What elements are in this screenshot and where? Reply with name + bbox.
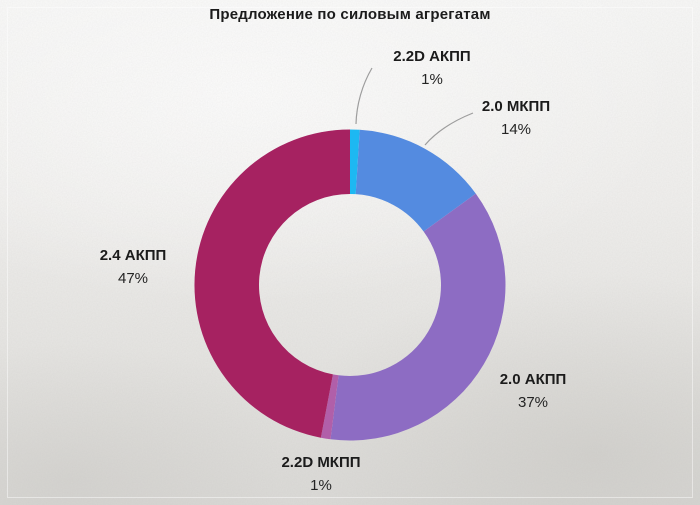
chart-title: Предложение по силовым агрегатам (209, 6, 491, 23)
pie-slice-0 (350, 129, 360, 195)
slice-label-percent: 37% (517, 394, 549, 411)
slice-label-2-2d-akpp: 2.2D АКПП 1% (393, 45, 470, 91)
leader-line-2-2d-akpp (355, 67, 373, 125)
pie-slice-4 (194, 129, 350, 438)
slice-label-2-4-akpp: 2.4 АКПП 47% (100, 244, 167, 290)
slice-label-percent: 14% (500, 121, 532, 138)
slice-label-percent: 47% (117, 270, 149, 287)
slice-label-2-0-akpp: 2.0 АКПП 37% (500, 368, 567, 414)
pie-slice-3 (320, 374, 339, 440)
slice-label-percent: 1% (310, 477, 332, 494)
slice-label-percent: 1% (421, 71, 443, 88)
pie-slice-2 (330, 193, 506, 441)
slice-label-name: 2.2D АКПП (393, 48, 471, 65)
slice-label-name: 2.0 АКПП (499, 371, 567, 388)
slice-label-2-0-mkpp: 2.0 МКПП 14% (482, 95, 550, 141)
slice-label-name: 2.0 МКПП (481, 98, 551, 115)
slice-label-name: 2.4 АКПП (99, 247, 167, 264)
leader-line-2-0-mkpp (424, 112, 474, 146)
slice-label-name: 2.2D МКПП (281, 454, 361, 471)
pie-slice-1 (355, 129, 476, 232)
slice-label-2-2d-mkpp: 2.2D МКПП 1% (281, 451, 360, 497)
